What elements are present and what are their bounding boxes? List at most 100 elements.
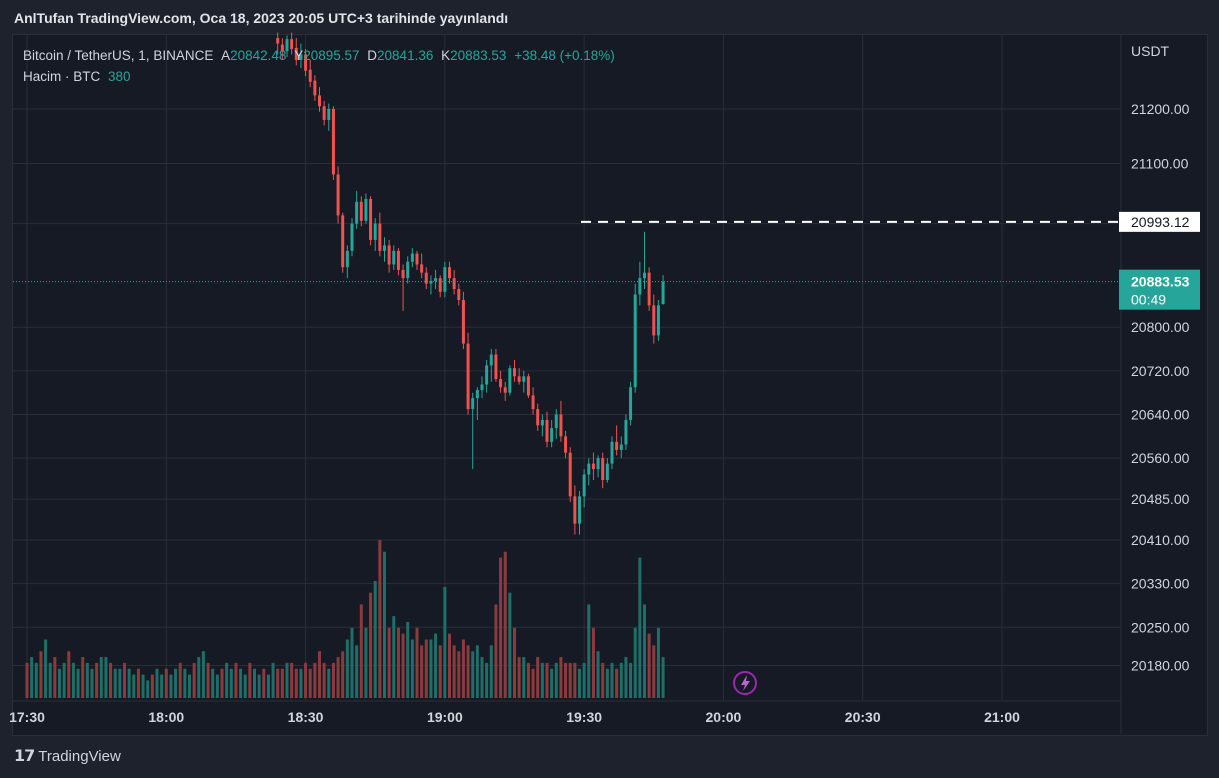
high-value: 20895.57 [303, 48, 360, 63]
candle-body [647, 272, 651, 306]
volume-bar [448, 633, 451, 698]
candle-body [434, 278, 438, 281]
volume-bar [215, 674, 219, 698]
candle-body [331, 109, 335, 175]
candle-body [345, 250, 349, 268]
candle-body [475, 389, 479, 399]
volume-row: Hacim · BTC 380 [23, 66, 615, 87]
candle-body [559, 414, 563, 437]
high-label: Y [294, 48, 304, 63]
candle-body [280, 44, 284, 52]
chart-panel[interactable] [12, 34, 1208, 736]
volume-bar [201, 651, 205, 698]
volume-bar [266, 674, 270, 698]
volume-bar [197, 657, 201, 698]
volume-bar [30, 657, 34, 698]
candle-body [401, 269, 405, 279]
volume-label[interactable]: Hacim · BTC [23, 69, 101, 84]
volume-bar [396, 627, 400, 698]
candle-body [369, 199, 373, 240]
tradingview-logo-icon: 𝟭𝟳 [14, 748, 35, 765]
volume-bar [345, 639, 349, 698]
candle-body [285, 39, 289, 52]
candle-body [327, 109, 331, 120]
volume-bar [248, 662, 252, 698]
candle-body [415, 253, 419, 265]
candle-body [336, 174, 340, 216]
volume-bar [299, 668, 303, 698]
footer-brand: 𝟭𝟳 TradingView [14, 746, 121, 766]
volume-bar [383, 551, 386, 698]
candle-body [503, 387, 507, 393]
candle-body [652, 305, 656, 336]
volume-bar [304, 662, 308, 698]
candle-body [392, 250, 396, 265]
candle-body [499, 379, 503, 388]
publication-header: AnlTufan TradingView.com, Oca 18, 2023 2… [14, 10, 509, 26]
candle-body [364, 199, 368, 221]
volume-bar [62, 662, 66, 698]
volume-bar [364, 627, 368, 698]
volume-bar [494, 604, 498, 698]
lightning-icon[interactable] [733, 671, 757, 695]
candle-body [387, 245, 391, 265]
volume-bar [489, 645, 493, 698]
candle-body [466, 343, 470, 410]
price-tick-label: 20560.00 [1131, 450, 1190, 466]
candle-body [461, 299, 465, 344]
volume-bar [183, 668, 187, 698]
volume-bar [160, 674, 164, 698]
volume-bar [220, 668, 224, 698]
candle-body [550, 428, 554, 442]
price-tick-label: 21200.00 [1131, 101, 1190, 117]
volume-bar [499, 557, 503, 698]
volume-value: 380 [108, 69, 131, 84]
last-price-value: 20883.53 [1131, 274, 1190, 290]
volume-bar [466, 645, 470, 698]
candle-body [457, 289, 461, 300]
dashed-level-value: 20993.12 [1131, 214, 1190, 230]
candle-body [410, 253, 414, 262]
price-tick-label: 20720.00 [1131, 363, 1190, 379]
symbol-label[interactable]: Bitcoin / TetherUS, 1, BINANCE [23, 48, 214, 63]
volume-bar [276, 668, 280, 698]
candle-body [578, 496, 581, 524]
candle-body [373, 223, 377, 240]
currency-label: USDT [1131, 43, 1170, 59]
volume-bar [118, 668, 122, 698]
lightning-bolt-icon [741, 675, 750, 691]
volume-bar [174, 668, 178, 698]
volume-bar [58, 668, 61, 698]
volume-bar [67, 651, 71, 698]
volume-bar [545, 662, 549, 698]
volume-bar [239, 668, 243, 698]
candle-body [452, 278, 456, 290]
candle-body [508, 368, 512, 393]
dashed-level-tag [1119, 211, 1200, 232]
candle-body [624, 419, 628, 445]
volume-bar [661, 657, 665, 698]
volume-bar [123, 662, 126, 698]
candle-body [294, 47, 298, 60]
volume-bar [638, 557, 642, 698]
chart-legend: Bitcoin / TetherUS, 1, BINANCE A20842.48… [23, 45, 615, 87]
volume-bar [392, 616, 396, 698]
volume-bar [587, 604, 591, 698]
volume-bar [475, 645, 479, 698]
time-tick-label: 20:30 [845, 709, 881, 725]
price-tick-label: 20640.00 [1131, 407, 1190, 423]
candle-body [568, 452, 572, 497]
candle-body [619, 444, 623, 450]
volume-bar [25, 662, 29, 698]
candle-body [383, 245, 386, 251]
time-tick-label: 20:00 [706, 709, 742, 725]
candle-body [299, 54, 303, 60]
volume-bar [146, 680, 150, 698]
volume-bar [90, 668, 94, 698]
countdown-value: 00:49 [1131, 292, 1166, 308]
candle-body [526, 376, 530, 396]
candle-body [424, 272, 428, 284]
volume-bar [192, 662, 196, 698]
volume-bar [253, 668, 256, 698]
